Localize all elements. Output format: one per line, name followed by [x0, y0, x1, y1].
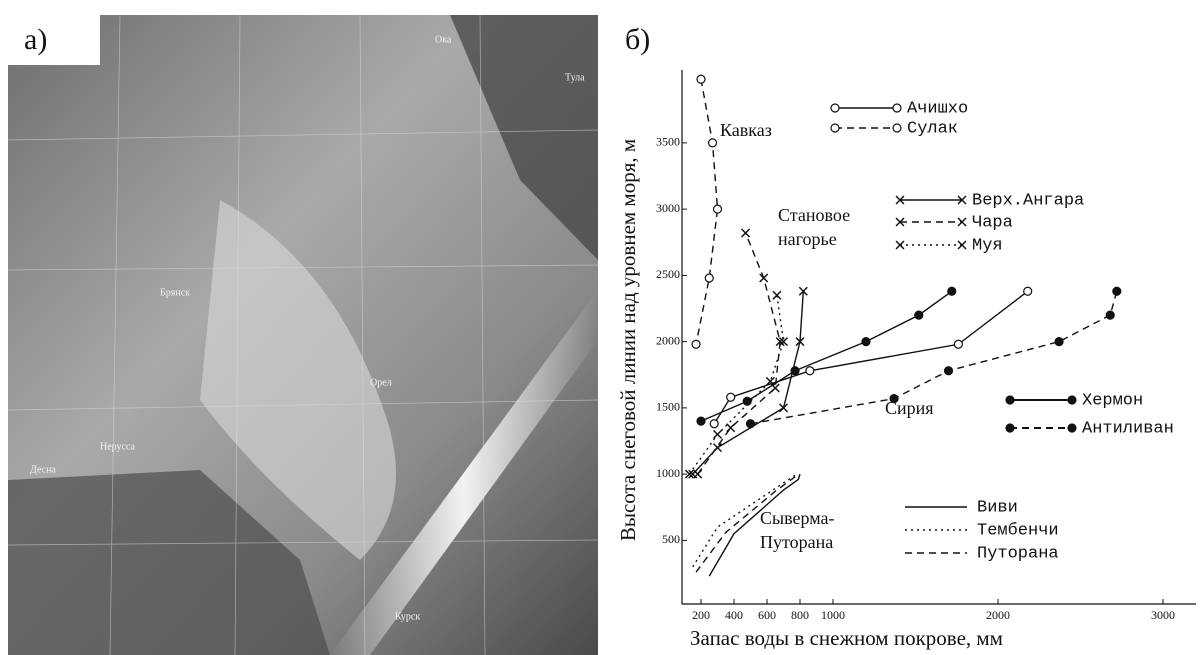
marker	[948, 287, 956, 295]
marker	[958, 218, 966, 226]
legend-label: Ачишхо	[907, 99, 968, 118]
marker	[1068, 396, 1076, 404]
marker	[954, 340, 962, 348]
marker	[831, 104, 839, 112]
legend-label: Хермон	[1082, 391, 1143, 410]
x-tick-label: 600	[758, 608, 776, 622]
marker	[747, 420, 755, 428]
place-label: Тула	[565, 72, 585, 83]
y-tick-label: 3000	[656, 201, 680, 215]
panel-label: а)	[24, 23, 47, 56]
marker	[831, 124, 839, 132]
marker	[1113, 287, 1121, 295]
x-tick-label: 800	[791, 608, 809, 622]
marker	[710, 420, 718, 428]
marker	[714, 205, 722, 213]
marker	[714, 430, 722, 438]
marker	[862, 338, 870, 346]
marker	[1024, 287, 1032, 295]
marker	[705, 274, 713, 282]
series-line	[693, 291, 804, 474]
region-label: нагорье	[778, 229, 837, 249]
y-axis-label: Высота снеговой линии над уровнем моря, …	[616, 139, 640, 541]
x-tick-label: 200	[692, 608, 710, 622]
y-tick-label: 2000	[656, 333, 680, 347]
place-label: Ока	[435, 34, 452, 45]
marker	[709, 139, 717, 147]
y-tick-label: 1000	[656, 466, 680, 480]
y-tick-label: 500	[662, 532, 680, 546]
x-tick-label: 2000	[986, 608, 1010, 622]
place-label: Нерусса	[100, 441, 136, 452]
region-label: Путорана	[760, 532, 833, 552]
region-label: Сыверма-	[760, 508, 834, 528]
legend-label: Виви	[977, 498, 1018, 517]
place-label: Брянск	[160, 287, 190, 298]
figure: а) б) Запас воды в снежном покрове, мм В…	[0, 0, 1203, 655]
marker	[893, 104, 901, 112]
legend-label: Муя	[972, 236, 1003, 255]
series-line	[698, 233, 781, 474]
region-label: Становое	[778, 205, 850, 225]
marker	[896, 241, 904, 249]
marker	[692, 340, 700, 348]
legend-label: Тембенчи	[977, 521, 1059, 540]
marker	[727, 424, 735, 432]
satellite-image	[0, 0, 598, 655]
marker	[1106, 311, 1114, 319]
place-label: Курск	[395, 611, 420, 622]
x-tick-label: 3000	[1151, 608, 1175, 622]
series-line	[714, 291, 1027, 424]
marker	[945, 367, 953, 375]
legend-label: Верх.Ангара	[972, 191, 1084, 210]
x-tick-label: 400	[725, 608, 743, 622]
region-label: Кавказ	[720, 120, 772, 140]
marker	[697, 75, 705, 83]
x-axis-label: Запас воды в снежном покрове, мм	[690, 626, 1003, 650]
marker	[806, 367, 814, 375]
marker	[760, 274, 768, 282]
marker	[694, 470, 702, 478]
marker	[773, 291, 781, 299]
place-label: Десна	[30, 464, 56, 475]
marker	[890, 395, 898, 403]
y-tick-label: 1500	[656, 400, 680, 414]
legend-label: Антиливан	[1082, 419, 1174, 438]
marker	[1055, 338, 1063, 346]
panel-label: б)	[625, 23, 650, 56]
marker	[893, 124, 901, 132]
marker	[697, 417, 705, 425]
marker	[915, 311, 923, 319]
place-label: Орел	[370, 377, 392, 388]
y-tick-label: 2500	[656, 267, 680, 281]
marker	[1006, 396, 1014, 404]
marker	[743, 397, 751, 405]
legend-label: Путорана	[977, 544, 1059, 563]
marker	[791, 367, 799, 375]
legend-label: Чара	[972, 213, 1013, 232]
marker	[742, 229, 750, 237]
legend-label: Сулак	[907, 119, 958, 138]
series-line	[751, 291, 1117, 424]
x-tick-label: 1000	[821, 608, 845, 622]
marker	[727, 393, 735, 401]
marker	[958, 241, 966, 249]
marker	[1006, 424, 1014, 432]
marker	[1068, 424, 1076, 432]
y-tick-label: 3500	[656, 135, 680, 149]
